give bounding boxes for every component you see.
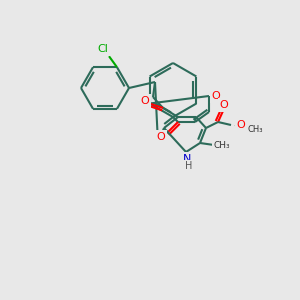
Text: O: O	[237, 120, 245, 130]
Text: CH₃: CH₃	[247, 124, 263, 134]
Text: H: H	[185, 161, 193, 171]
Text: O: O	[141, 96, 149, 106]
Text: O: O	[220, 100, 228, 110]
Text: CH₃: CH₃	[214, 140, 230, 149]
Text: Cl: Cl	[98, 44, 108, 54]
Text: N: N	[183, 154, 191, 164]
Text: O: O	[212, 91, 220, 101]
Text: O: O	[157, 132, 165, 142]
